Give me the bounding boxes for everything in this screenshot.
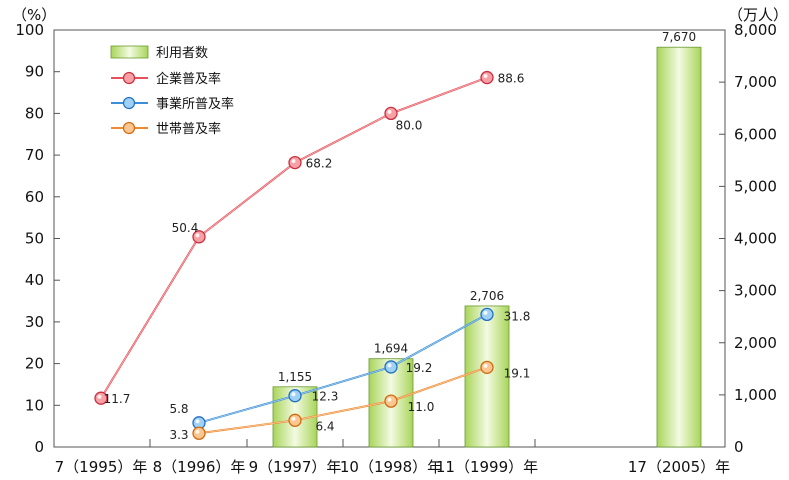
left-tick-label: 30 [25,313,44,331]
left-tick-label: 10 [25,396,44,414]
point-shine-office [291,392,296,397]
point-shine-household [195,429,200,434]
legend-label-office: 事業所普及率 [156,96,234,112]
right-tick-label: 4,000 [734,230,777,248]
right-tick-label: 5,000 [734,177,777,195]
point-household [480,360,494,375]
point-enterprise [94,391,108,405]
legend: 利用者数 企業普及率 事業所普及率 世帯普及率 [104,41,264,137]
legend-label-household: 世帯普及率 [156,121,221,137]
point-shine-office [195,419,200,424]
x-axis-ticks: 7（1995）年 8（1996）年 9（1997）年10（1998）年11（1999… [55,458,730,476]
bar-users [656,46,702,448]
point-office [480,307,494,322]
right-tick-label: 8,000 [734,21,777,39]
left-axis-unit: （%） [12,6,56,24]
x-tick-label: 8（1996）年 [153,458,246,476]
bar-value-label: 7,670 [662,30,696,44]
point-enterprise [288,155,302,170]
legend-marker-household [122,121,136,135]
right-tick-label: 3,000 [734,282,777,300]
line-series: 11.7 50.4 68.2 80.0 88.6 5.8 12.3 19.2 31.8 3.3 6.… [94,70,531,442]
legend-marker-office [122,96,136,110]
point-shine-household [291,416,296,421]
x-tick-label: 11（1999）年 [436,458,538,476]
x-tick-label: 17（2005）年 [628,458,730,476]
left-tick-label: 100 [15,21,44,39]
value-label-office: 5.8 [169,402,188,416]
left-tick-label: 50 [25,230,44,248]
point-shine-enterprise [195,233,200,238]
legend-label-enterprise: 企業普及率 [156,71,221,87]
left-tick-label: 20 [25,355,44,373]
value-label-household: 3.3 [169,428,188,442]
point-enterprise [192,230,206,244]
right-tick-label: 0 [734,438,744,456]
right-axis-unit: （万人） [728,6,788,24]
bar-value-label: 1,694 [374,342,408,356]
value-label-enterprise: 50.4 [172,221,199,235]
value-label-enterprise: 68.2 [306,157,333,171]
x-tick-label: 9（1997）年 [249,458,342,476]
point-shine-office [387,363,392,368]
line-household [198,366,488,435]
point-office [384,360,398,374]
point-enterprise [480,70,494,85]
line-office [198,313,488,424]
point-household [192,426,206,440]
point-shine-enterprise [387,109,392,114]
value-label-household: 19.1 [504,366,531,380]
bar-value-label: 2,706 [470,289,504,303]
legend-label-users: 利用者数 [156,46,208,61]
value-label-office: 12.3 [312,390,339,404]
legend-marker-enterprise [122,71,136,85]
right-tick-label: 2,000 [734,334,777,352]
point-office [288,389,302,403]
point-shine-office [483,310,488,315]
point-shine-household [483,363,488,368]
bar-value-label: 1,155 [278,370,312,384]
left-tick-label: 80 [25,104,44,122]
point-shine-enterprise [291,159,296,164]
line-highlight-household [198,367,488,434]
left-axis-ticks: 0 10 20 30 40 50 60 70 80 90 100 [15,21,44,456]
value-label-office: 31.8 [504,309,531,323]
value-label-office: 19.2 [406,361,433,375]
x-tick-label: 7（1995）年 [55,458,148,476]
right-axis-ticks: 0 1,000 2,000 3,000 4,000 5,000 6,000 7,000 8,00… [734,21,777,456]
value-label-household: 6.4 [315,419,334,433]
right-tick-label: 7,000 [734,73,777,91]
point-enterprise [384,106,398,121]
value-label-household: 11.0 [408,400,435,414]
left-tick-label: 60 [25,188,44,206]
value-label-enterprise: 80.0 [396,118,423,132]
point-shine-enterprise [483,74,488,79]
right-tick-label: 6,000 [734,125,777,143]
right-tick-label: 1,000 [734,386,777,404]
left-tick-label: 70 [25,146,44,164]
left-tick-label: 40 [25,271,44,289]
point-household [384,394,398,408]
bar-users [464,305,510,448]
value-label-enterprise: 88.6 [498,72,525,86]
value-label-enterprise: 11.7 [104,392,131,406]
point-shine-household [387,397,392,402]
point-shine-enterprise [97,394,102,399]
x-tick-label: 10（1998）年 [340,458,442,476]
legend-swatch-users [110,45,149,59]
line-highlight-office [198,314,488,424]
left-tick-label: 0 [34,438,44,456]
point-household [288,413,302,427]
left-tick-label: 90 [25,63,44,81]
bar-series-users: 1,155 1,694 2,706 7,670 [272,30,702,448]
